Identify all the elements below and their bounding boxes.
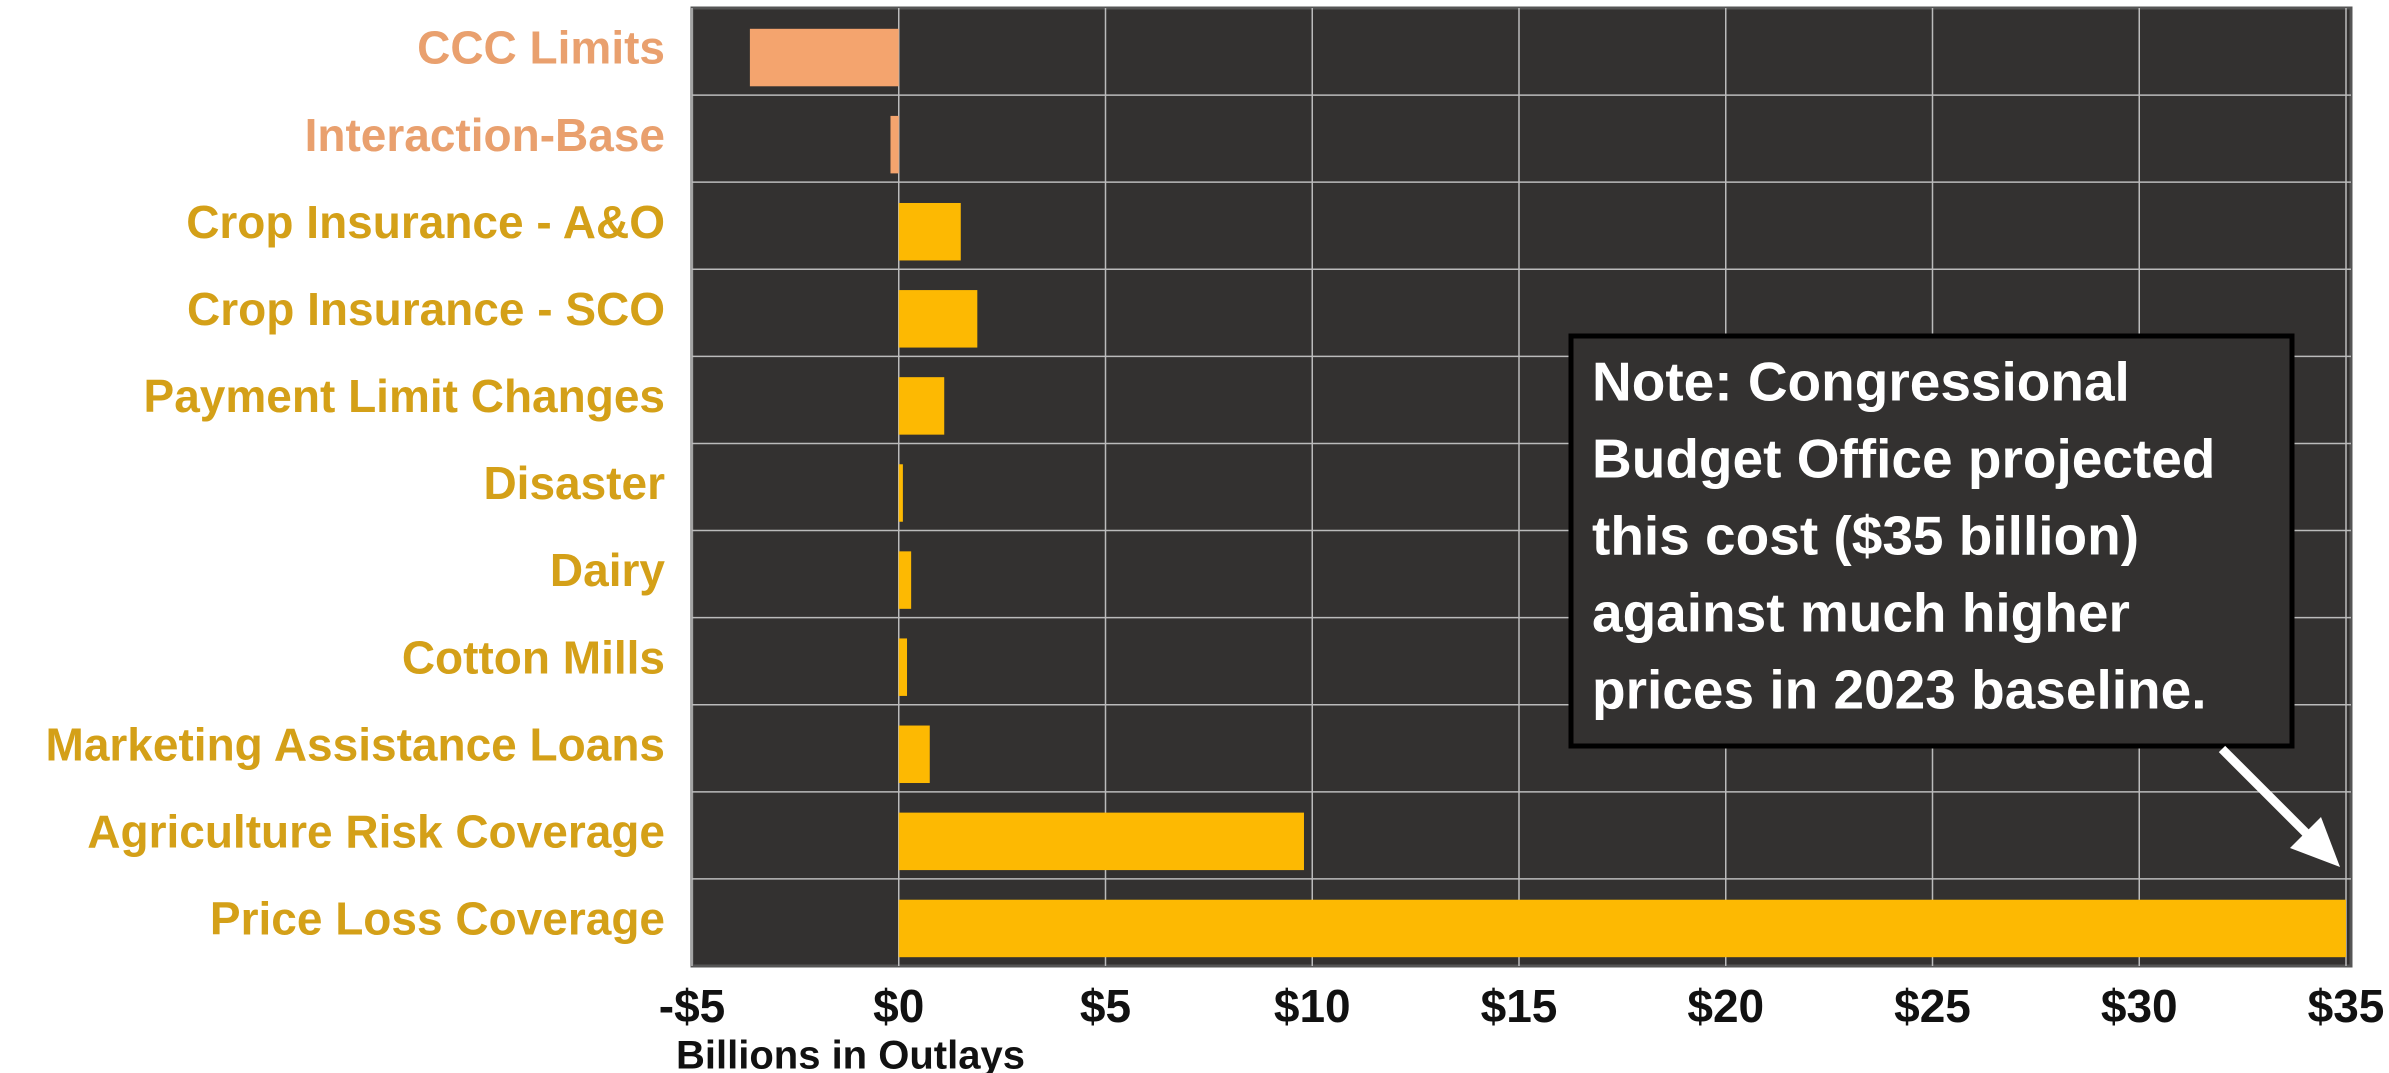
bar (898, 638, 908, 696)
y-tick-label: Payment Limit Changes (144, 370, 665, 422)
y-tick-label: Disaster (483, 457, 665, 509)
x-tick-label: $25 (1894, 980, 1971, 1032)
bar (898, 202, 961, 261)
bar (890, 115, 899, 174)
x-tick-label: $10 (1274, 980, 1351, 1032)
annotation-box (1568, 333, 2295, 749)
annotation-text: prices in 2023 baseline. (1592, 659, 2207, 721)
bar (898, 899, 2346, 958)
bar (898, 812, 1304, 871)
x-tick-label: -$5 (659, 980, 725, 1032)
x-tick-label: $5 (1080, 980, 1131, 1032)
annotation-text: Note: Congressional (1592, 351, 2130, 413)
y-tick-label: Marketing Assistance Loans (46, 718, 666, 770)
bar (898, 551, 912, 609)
bar (898, 377, 945, 435)
x-tick-label: $15 (1481, 980, 1558, 1032)
annotation-text: this cost ($35 billion) (1592, 505, 2139, 567)
y-tick-label: CCC Limits (417, 22, 665, 74)
bar (898, 464, 903, 522)
y-tick-label: Crop Insurance - SCO (187, 283, 665, 335)
y-tick-label: Interaction-Base (305, 109, 665, 161)
bar (898, 290, 978, 348)
y-tick-label: Price Loss Coverage (210, 893, 665, 945)
x-tick-label: $35 (2308, 980, 2385, 1032)
annotation-text: Budget Office projected (1592, 428, 2215, 490)
bar (749, 28, 899, 87)
bar (898, 725, 930, 784)
y-tick-label: Cotton Mills (402, 631, 665, 683)
x-axis-label: Billions in Outlays (676, 1034, 1025, 1073)
y-tick-label: Dairy (550, 544, 665, 596)
y-tick-label: Agriculture Risk Coverage (87, 806, 665, 858)
annotation-arrowhead (2290, 817, 2340, 867)
x-tick-label: $30 (2101, 980, 2178, 1032)
x-tick-label: $20 (1687, 980, 1764, 1032)
annotation-arrow (2218, 745, 2322, 849)
annotation-text: against much higher (1592, 582, 2130, 644)
x-tick-label: $0 (873, 980, 924, 1032)
y-tick-label: Crop Insurance - A&O (186, 196, 665, 248)
